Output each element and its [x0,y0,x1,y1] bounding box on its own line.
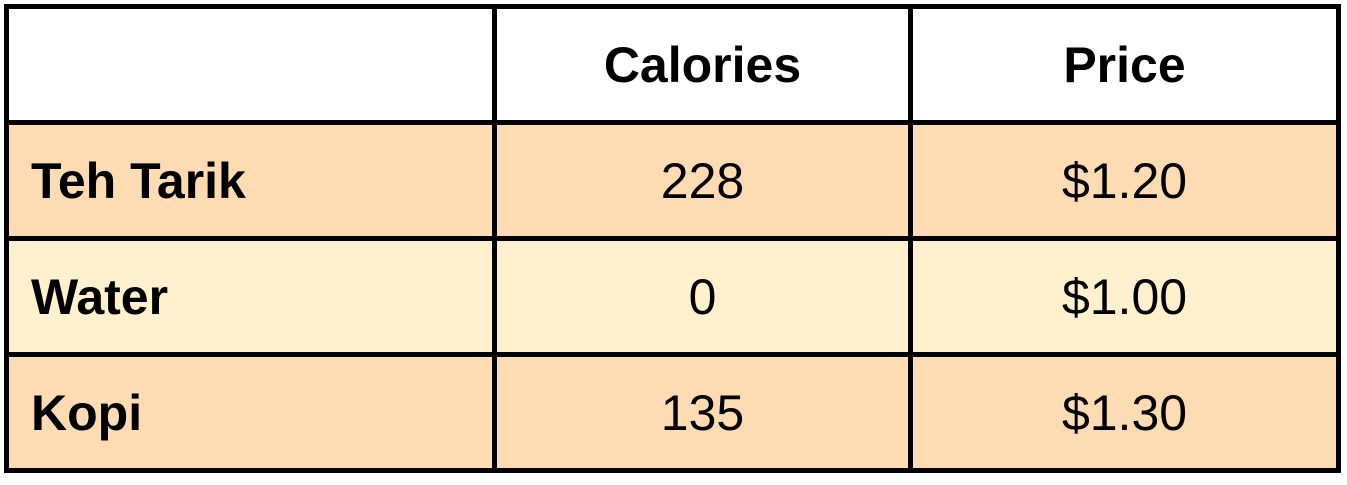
table-row: Kopi 135 $1.30 [4,352,1341,473]
table-row: Water 0 $1.00 [4,236,1341,357]
calories-cell: 135 [492,352,913,473]
table-header-row: Calories Price [4,4,1341,125]
price-cell: $1.00 [908,236,1341,357]
row-label-water: Water [4,236,497,357]
drinks-table: Calories Price Teh Tarik 228 $1.20 Water… [4,4,1341,473]
calories-cell: 0 [492,236,913,357]
header-blank-cell [4,4,497,125]
price-cell: $1.20 [908,120,1341,241]
drinks-table-container: Calories Price Teh Tarik 228 $1.20 Water… [4,4,1341,473]
row-label-teh-tarik: Teh Tarik [4,120,497,241]
table-row: Teh Tarik 228 $1.20 [4,120,1341,241]
price-cell: $1.30 [908,352,1341,473]
header-calories: Calories [492,4,913,125]
calories-cell: 228 [492,120,913,241]
row-label-kopi: Kopi [4,352,497,473]
header-price: Price [908,4,1341,125]
